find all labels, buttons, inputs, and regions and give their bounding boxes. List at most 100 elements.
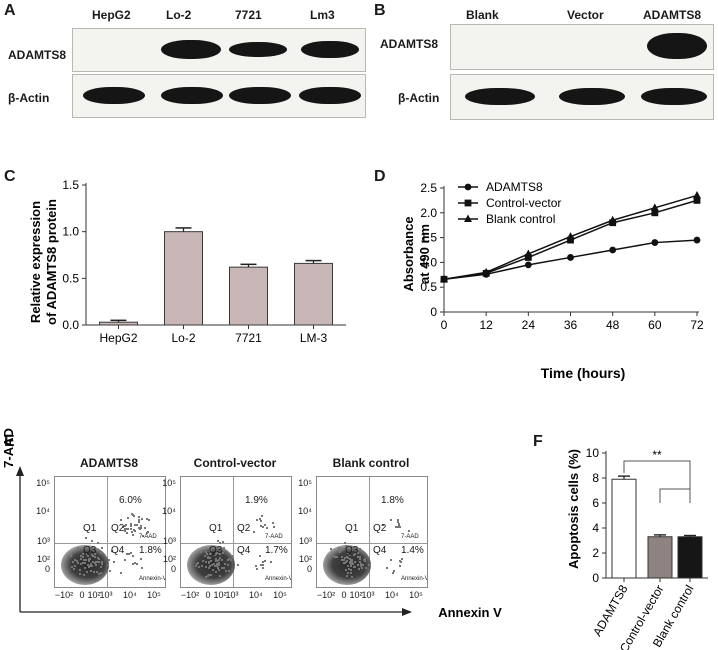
flow-event-dot <box>70 565 73 568</box>
flow-q2-event <box>398 525 401 528</box>
flow-q4-event <box>132 563 134 566</box>
flow-event-dot <box>230 558 233 561</box>
flow-quadrant-q4: Q4 <box>237 545 251 556</box>
flow-event-dot <box>217 569 220 572</box>
flow-q2-event <box>126 531 129 534</box>
flow-event-dot <box>92 554 95 557</box>
flow-event-dot <box>97 560 100 563</box>
flow-event-dot <box>84 566 87 569</box>
blot-b-actin-band-2 <box>559 88 625 105</box>
flow-event-dot <box>90 569 93 572</box>
flow-event-dot <box>341 555 344 558</box>
flow-plot-1: 6.0% Q1 Q2 7-AAD Q3 Q4 1.8% Annexin-V <box>54 476 166 588</box>
flow-event-dot <box>216 540 219 543</box>
flow-event-dot <box>230 554 233 557</box>
flow-q4-event <box>261 564 264 566</box>
flow-event-dot <box>331 554 334 557</box>
flow-event-dot <box>218 564 220 567</box>
chart-d-point <box>440 274 448 283</box>
chart-d-legend-label: ADAMTS8 <box>486 180 543 194</box>
flow-event-dot <box>216 552 219 555</box>
blot-a-band-7721 <box>229 42 287 57</box>
flow-event-dot <box>218 551 221 554</box>
flow-axes: 7-AAD Annexin V <box>1 428 502 620</box>
flow-event-dot <box>346 565 349 568</box>
panel-label-b: B <box>374 2 386 19</box>
flow-event-dot <box>69 554 72 557</box>
flow-ytick-label: 10⁵ <box>36 478 50 488</box>
chart-d-xtick-label: 36 <box>564 318 578 332</box>
flow-event-dot <box>342 558 345 561</box>
flow-event-dot <box>346 557 349 560</box>
flow-xtick-label: 0 <box>341 590 347 600</box>
chart-d-point <box>567 254 574 261</box>
flow-quadrant-q3: Q3 <box>83 545 97 556</box>
chart-d-ytick-label: 2.5 <box>420 181 437 195</box>
flow-q2-percent: 6.0% <box>119 495 142 506</box>
flow-event-dot <box>217 566 220 569</box>
flow-event-dot <box>360 562 363 565</box>
flow-xtick-label: −10² <box>316 590 336 600</box>
flow-q2-percent: 1.9% <box>245 495 268 506</box>
flow-event-dot <box>210 563 213 566</box>
flow-event-dot <box>100 551 103 554</box>
flow-event-dot <box>216 563 219 566</box>
flow-ytick-label: 0 <box>44 564 50 574</box>
flow-event-dot <box>352 566 355 569</box>
flow-event-dot <box>206 553 209 556</box>
flow-event-dot <box>338 551 341 554</box>
flow-event-dot <box>75 560 78 563</box>
chart-f-xtick-label: ADAMTS8 <box>590 582 631 638</box>
flow-q2-event <box>136 524 139 527</box>
flow-q4-event <box>264 560 267 563</box>
flow-event-dot <box>360 566 363 569</box>
flow-q2-event <box>398 523 401 526</box>
chart-d-legend-marker <box>464 199 472 207</box>
flow-event-dot <box>214 565 217 568</box>
flow-event-dot <box>83 574 86 577</box>
flow-event-dot <box>100 565 103 568</box>
flow-event-dot <box>351 576 354 579</box>
flow-q2-event <box>143 527 146 530</box>
flow-q4-event <box>127 552 130 555</box>
flow-y-axis-label: 7-AAD <box>1 428 16 468</box>
flow-event-dot <box>347 572 350 575</box>
flow-event-dot <box>206 556 209 559</box>
flow-q2-event <box>141 534 144 537</box>
flow-event-dot <box>79 563 82 566</box>
flow-ytick-label: 10³ <box>162 536 176 546</box>
flow-event-dot <box>359 561 362 564</box>
flow-q2-event <box>131 513 134 516</box>
flow-event-dot <box>333 556 336 559</box>
flow-q2-event <box>261 526 264 529</box>
flow-event-dot <box>204 561 207 564</box>
flow-event-dot <box>87 558 90 561</box>
panel-label-e: E <box>4 433 15 450</box>
flow-event-dot <box>110 549 113 552</box>
chart-f-ytick-label: 0 <box>592 571 599 585</box>
flow-event-dot <box>359 547 362 550</box>
flow-q2-event <box>272 525 275 528</box>
flow-event-dot <box>337 547 340 550</box>
flow-event-dot <box>346 552 349 555</box>
flow-xtick-label: −10² <box>180 590 200 600</box>
panel-label-f: F <box>533 433 543 450</box>
flow-event-dot <box>202 560 205 562</box>
flow-q4-event <box>126 553 129 556</box>
flow-event-dot <box>345 568 348 571</box>
flow-event-dot <box>107 559 110 562</box>
panel-label-d: D <box>374 168 386 185</box>
flow-event-dot <box>344 560 347 563</box>
flow-gate-horizontal <box>181 543 291 544</box>
flow-quadrant-q3: Q3 <box>345 545 359 556</box>
flow-q2-percent: 1.8% <box>381 495 404 506</box>
flow-event-dot <box>335 556 338 559</box>
chart-d-series-circle: ADAMTS8 <box>440 180 701 283</box>
flow-event-dot <box>208 561 211 564</box>
chart-d-xtick-label: 0 <box>441 318 448 332</box>
flow-event-dot <box>349 564 352 567</box>
flow-q4-event <box>392 571 395 574</box>
flow-event-dot <box>100 571 103 574</box>
blot-b-strip-actin <box>450 74 714 120</box>
flow-event-dot <box>224 563 227 566</box>
